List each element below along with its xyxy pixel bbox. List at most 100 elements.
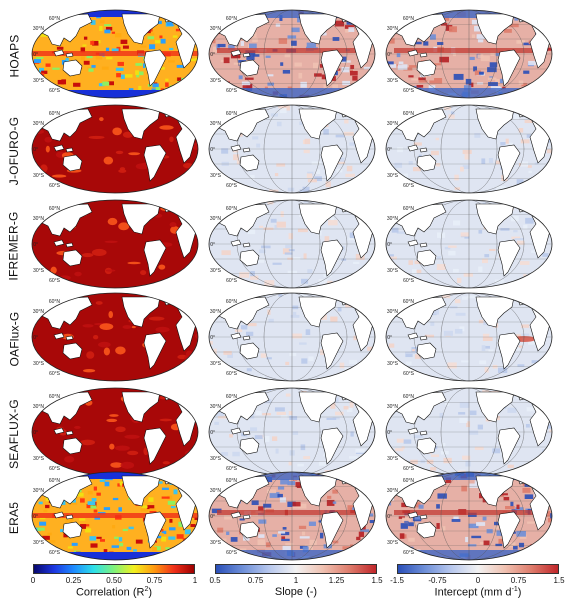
world-map-intercept: 60°N 30°N 0° 30°S 60°S [385, 104, 553, 194]
lat-label: 60°S [49, 466, 61, 472]
lat-label: 60°N [49, 478, 61, 484]
row-label-text: SEAFLUX-G [7, 399, 22, 469]
lat-label: 30°S [33, 540, 45, 546]
colorbar-title: Slope (-) [274, 586, 318, 598]
lat-label: 30°S [387, 540, 399, 546]
world-map-slope: 60°N 30°N 0° 30°S 60°S [208, 471, 376, 561]
lat-label: 0° [387, 242, 392, 248]
world-map-corr: 60°N 30°N 0° 30°S 60°S [31, 292, 199, 382]
map-panel-corr: 60°N 30°N 0° 30°S 60°S [30, 8, 200, 100]
world-map-corr: 60°N 30°N 0° 30°S 60°S [31, 199, 199, 289]
map-panel-intercept: 60°N 30°N 0° 30°S 60°S [384, 198, 554, 290]
colorbar-tick: -0.75 [428, 576, 447, 585]
lat-label: 60°N [226, 16, 238, 22]
lat-label: 30°N [33, 216, 45, 222]
world-map-intercept: 60°N 30°N 0° 30°S 60°S [385, 292, 553, 382]
lat-label: 0° [33, 52, 38, 58]
map-panel-slope: 60°N 30°N 0° 30°S 60°S [207, 386, 377, 478]
lat-label: 30°S [210, 78, 222, 84]
lat-label: 60°N [49, 394, 61, 400]
lat-label: 30°N [33, 121, 45, 127]
lat-label: 30°S [210, 540, 222, 546]
world-map-corr: 60°N 30°N 0° 30°S 60°S [31, 387, 199, 477]
lat-label: 30°S [387, 456, 399, 462]
map-panel-intercept: 60°N 30°N 0° 30°S 60°S [384, 291, 554, 383]
lat-label: 60°N [49, 111, 61, 117]
map-panel-slope: 60°N 30°N 0° 30°S 60°S [207, 291, 377, 383]
map-panel-intercept: 60°N 30°N 0° 30°S 60°S [384, 103, 554, 195]
lat-label: 0° [33, 335, 38, 341]
lat-label: 60°S [49, 183, 61, 189]
lat-label: 0° [387, 52, 392, 58]
colorbar-tick: 0 [30, 576, 36, 585]
colorbar-tick: 1 [293, 576, 299, 585]
lat-label: 30°S [387, 78, 399, 84]
map-panel-slope: 60°N 30°N 0° 30°S 60°S [207, 8, 377, 100]
lat-label: 60°N [403, 394, 415, 400]
map-panel-intercept: 60°N 30°N 0° 30°S 60°S [384, 470, 554, 562]
colorbar-tick: 0.5 [209, 576, 221, 585]
lat-label: 60°S [49, 371, 61, 377]
lat-label: 30°N [33, 488, 45, 494]
lat-label: 30°N [387, 309, 399, 315]
colorbar-correlation [33, 564, 195, 574]
lat-label: 0° [33, 242, 38, 248]
lat-label: 60°S [226, 466, 238, 472]
lat-label: 0° [387, 430, 392, 436]
lat-label: 30°S [210, 173, 222, 179]
lat-label: 30°S [387, 173, 399, 179]
map-panel-corr: 60°N 30°N 0° 30°S 60°S [30, 103, 200, 195]
lat-label: 0° [387, 514, 392, 520]
colorbar-tick: 0.75 [510, 576, 527, 585]
lat-label: 30°N [33, 26, 45, 32]
lat-label: 0° [387, 335, 392, 341]
lat-label: 30°N [387, 121, 399, 127]
lat-label: 30°S [33, 268, 45, 274]
row-label: HOAPS [0, 8, 28, 104]
colorbar-tick: 0.50 [106, 576, 122, 585]
colorbar-tick: 1 [192, 576, 198, 585]
lat-label: 0° [33, 514, 38, 520]
lat-label: 60°S [403, 278, 415, 284]
map-panel-corr: 60°N 30°N 0° 30°S 60°S [30, 291, 200, 383]
map-panel-corr: 60°N 30°N 0° 30°S 60°S [30, 470, 200, 562]
lat-label: 60°N [403, 299, 415, 305]
lat-label: 60°N [226, 478, 238, 484]
colorbar-tick: 0.75 [247, 576, 264, 585]
world-map-corr: 60°N 30°N 0° 30°S 60°S [31, 104, 199, 194]
colorbar-tick: 1.25 [328, 576, 345, 585]
lat-label: 0° [210, 52, 215, 58]
colorbar-tick: 0 [475, 576, 481, 585]
colorbar-tick: 0.25 [65, 576, 82, 585]
lat-label: 60°S [403, 88, 415, 94]
lat-label: 60°N [49, 299, 61, 305]
lat-label: 0° [33, 147, 38, 153]
world-map-slope: 60°N 30°N 0° 30°S 60°S [208, 9, 376, 99]
map-panel-corr: 60°N 30°N 0° 30°S 60°S [30, 386, 200, 478]
lat-label: 60°S [49, 88, 61, 94]
row-label: SEAFLUX-G [0, 386, 28, 482]
lat-label: 30°N [210, 216, 222, 222]
lat-label: 60°S [226, 550, 238, 556]
lat-label: 30°N [210, 121, 222, 127]
lat-label: 60°S [403, 371, 415, 377]
lat-label: 60°S [49, 550, 61, 556]
world-map-intercept: 60°N 30°N 0° 30°S 60°S [385, 471, 553, 561]
lat-label: 30°S [210, 268, 222, 274]
lat-label: 60°N [226, 299, 238, 305]
lat-label: 30°N [210, 488, 222, 494]
row-label-text: J-OFURO-G [7, 116, 21, 186]
map-panel-corr: 60°N 30°N 0° 30°S 60°S [30, 198, 200, 290]
world-map-intercept: 60°N 30°N 0° 30°S 60°S [385, 199, 553, 289]
row-label-text: ERA5 [7, 501, 21, 535]
lat-label: 0° [210, 242, 215, 248]
lat-label: 30°S [387, 268, 399, 274]
lat-label: 30°S [210, 456, 222, 462]
lat-label: 60°N [49, 206, 61, 212]
lat-label: 30°S [33, 173, 45, 179]
map-panel-slope: 60°N 30°N 0° 30°S 60°S [207, 198, 377, 290]
lat-label: 30°S [33, 361, 45, 367]
lat-label: 60°S [403, 466, 415, 472]
colorbar-tick: -1.5 [390, 576, 404, 585]
